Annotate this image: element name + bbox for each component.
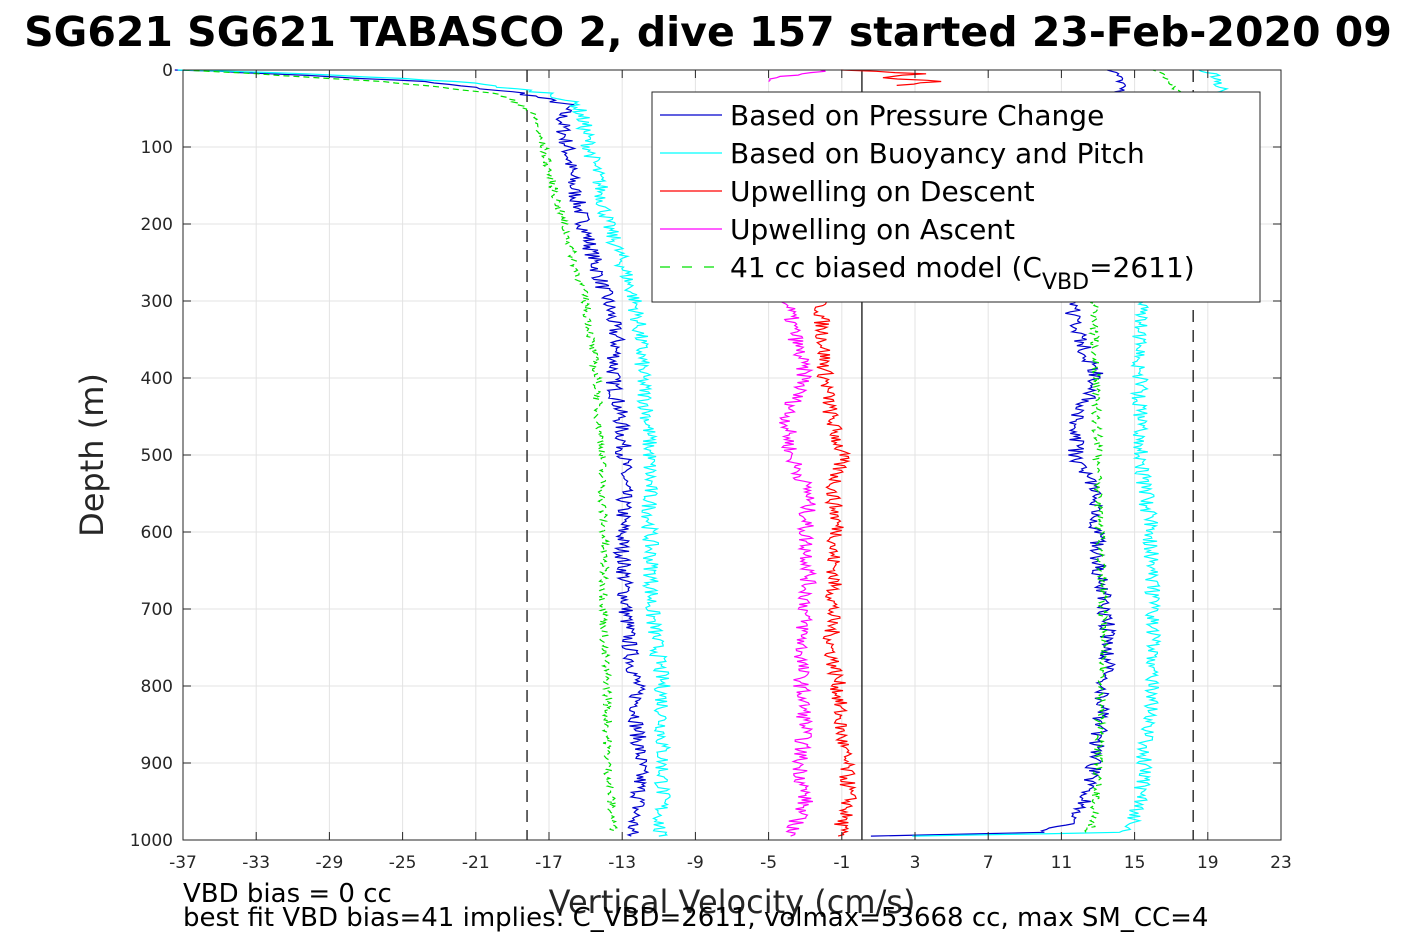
x-tick-label: 3: [910, 853, 921, 873]
x-tick-label: -1: [833, 853, 850, 873]
x-tick-label: 15: [1124, 853, 1146, 873]
legend-label: Based on Buoyancy and Pitch: [730, 137, 1145, 170]
x-tick-label: 7: [983, 853, 994, 873]
legend-label: Upwelling on Descent: [730, 175, 1035, 208]
series-line-3-descent: [768, 69, 826, 82]
x-axis-ticks: -37 -33 -29 -25 -21 -17 -13 -9 -5 -1 3 7 11 15 19 23: [169, 70, 1292, 873]
legend-label: Based on Pressure Change: [730, 99, 1104, 132]
x-axis-label: Vertical Velocity (cm/s): [549, 883, 916, 921]
x-tick-label: -21: [462, 853, 490, 873]
vbd-bias-text: VBD bias = 0 cc: [183, 879, 392, 909]
y-tick-label: 500: [141, 446, 173, 466]
series-line-4-ascent: [1084, 69, 1183, 833]
series-line-2-ascent: [813, 300, 857, 837]
series-line-3-ascent: [779, 300, 818, 837]
x-tick-label: -37: [169, 853, 197, 873]
y-tick-label: 100: [141, 138, 173, 158]
x-tick-label: -5: [760, 853, 777, 873]
y-tick-label: 900: [141, 754, 173, 774]
y-axis-label: Depth (m): [73, 373, 111, 537]
x-tick-label: 19: [1197, 853, 1219, 873]
legend-suffix: =2611): [1089, 251, 1195, 284]
x-tick-label: 23: [1270, 853, 1292, 873]
series-line-2-descent: [841, 69, 942, 86]
y-tick-label: 600: [141, 523, 173, 543]
y-tick-label: 1000: [130, 831, 173, 851]
y-tick-label: 300: [141, 292, 173, 312]
x-tick-label: 11: [1051, 853, 1073, 873]
y-tick-label: 700: [141, 600, 173, 620]
legend-label: Upwelling on Ascent: [730, 213, 1015, 246]
x-tick-label: -13: [608, 853, 636, 873]
series-line-4-descent: [183, 69, 618, 833]
y-tick-label: 0: [162, 61, 173, 81]
x-tick-label: -33: [242, 853, 270, 873]
best-fit-text: best fit VBD bias=41 implies: C_VBD=2611…: [183, 903, 1208, 933]
x-tick-label: -9: [687, 853, 704, 873]
legend-box: [651, 91, 1261, 303]
y-tick-label: 800: [141, 677, 173, 697]
chart-title: SG621 SG621 TABASCO 2, dive 157 started …: [24, 8, 1392, 56]
x-tick-label: -17: [535, 853, 563, 873]
series-line-0-descent: [174, 69, 650, 837]
x-tick-label: -25: [389, 853, 417, 873]
legend: Based on Pressure Change Based on Buoyanc…: [651, 91, 1261, 303]
y-axis-ticks: 0 100 200 300 400 500 600 700 800 900 1000: [130, 61, 1281, 851]
x-tick-label: -29: [316, 853, 344, 873]
legend-subscript: VBD: [1042, 270, 1089, 295]
y-tick-label: 400: [141, 369, 173, 389]
series-line-1-descent: [177, 69, 672, 837]
y-tick-label: 200: [141, 215, 173, 235]
